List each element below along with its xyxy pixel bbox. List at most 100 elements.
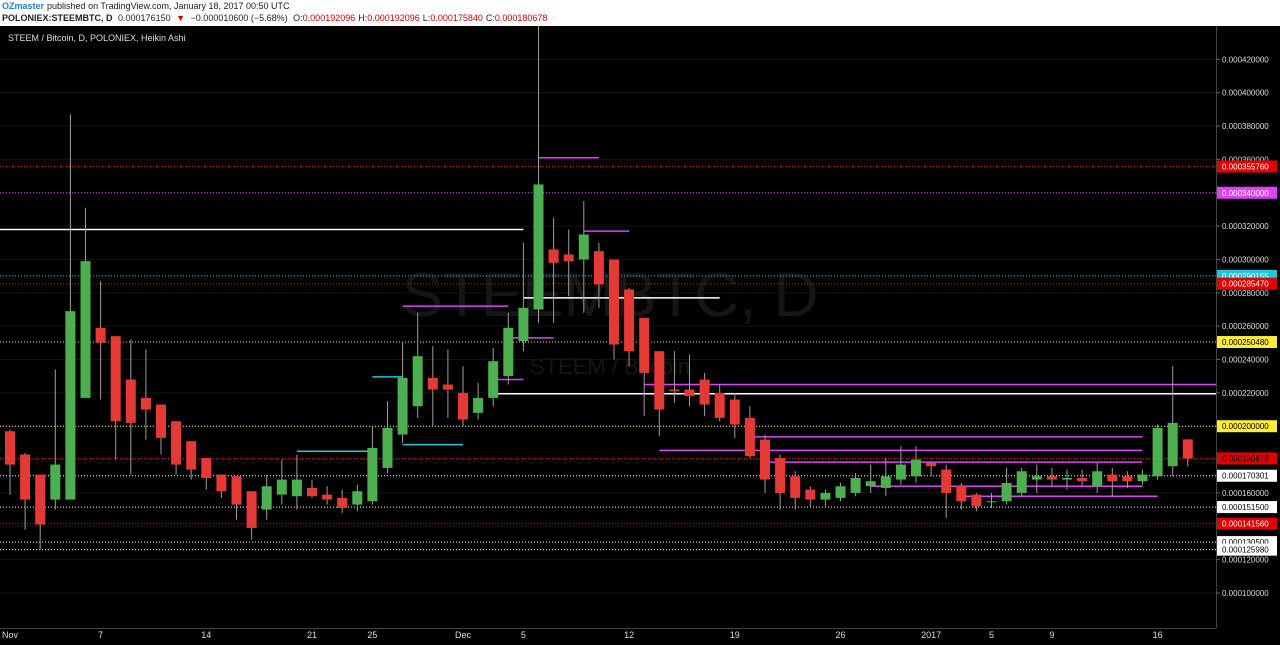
- candle-body: [956, 486, 967, 502]
- chart-title: STEEM / Bitcoin, D, POLONIEX, Heikin Ash…: [8, 33, 186, 43]
- y-tick-label: 0.000300000: [1222, 255, 1269, 264]
- candle-body: [744, 417, 755, 457]
- candle-body: [65, 311, 76, 500]
- level-label-box: [1217, 543, 1277, 556]
- candle-body: [1062, 477, 1072, 480]
- change: −0.000010600 (−5.68%): [190, 13, 288, 23]
- candle-body: [427, 377, 438, 390]
- candle-body: [624, 289, 635, 352]
- ohlc-value: 0.000175840: [430, 13, 483, 23]
- y-tick-label: 0.000260000: [1222, 322, 1269, 331]
- candle-body: [729, 399, 740, 425]
- candle-body: [503, 327, 514, 377]
- candle-body: [835, 486, 846, 498]
- candle-body: [216, 474, 227, 492]
- symbol: POLONIEX:STEEMBTC, D: [2, 13, 113, 23]
- candle-body: [1167, 422, 1178, 467]
- x-tick-label: 5: [989, 630, 994, 640]
- watermark: STEEM / Bitcoin: [530, 354, 690, 379]
- y-tick-label: 0.000220000: [1222, 389, 1269, 398]
- candle-body: [1122, 476, 1133, 482]
- level-label-box: [1217, 469, 1277, 482]
- candle-body: [110, 336, 121, 422]
- price: 0.000176150: [118, 13, 171, 23]
- ohlc-value: 0.000192096: [367, 13, 420, 23]
- symbol-line: POLONIEX:STEEMBTC, D 0.000176150 ▼ −0.00…: [2, 13, 553, 23]
- candle-body: [775, 457, 786, 493]
- candle-body: [518, 307, 529, 342]
- y-tick-label: 0.000400000: [1222, 89, 1269, 98]
- level-label-box: [1217, 336, 1277, 349]
- candle-body: [639, 317, 650, 373]
- publish-line: OZmaster published on TradingView.com, Ja…: [2, 1, 293, 11]
- candle-body: [1046, 476, 1057, 480]
- candle-body: [397, 377, 408, 435]
- x-tick-label: 14: [201, 630, 211, 640]
- x-tick-label: 9: [1049, 630, 1054, 640]
- y-tick-label: 0.000320000: [1222, 222, 1269, 231]
- candle-body: [125, 379, 136, 423]
- x-tick-label: 7: [98, 630, 103, 640]
- candle-body: [578, 234, 589, 260]
- y-tick-label: 0.000100000: [1222, 589, 1269, 598]
- x-tick-label: 2017: [921, 630, 941, 640]
- level-label: 0.000340000: [1222, 189, 1269, 198]
- ohlc-label: L:: [422, 13, 431, 23]
- x-tick-label: 12: [624, 630, 634, 640]
- level-label: 0.000285470: [1222, 280, 1269, 289]
- x-tick-label: Dec: [455, 630, 472, 640]
- candle-body: [548, 249, 559, 263]
- ohlc-label: H:: [358, 13, 368, 23]
- y-tick-label: 0.000280000: [1222, 289, 1269, 298]
- candle-body: [20, 454, 31, 500]
- level-label-box: [1217, 277, 1277, 290]
- level-label-box: [1217, 420, 1277, 433]
- x-tick-label: 25: [367, 630, 377, 640]
- x-tick-label: 16: [1153, 630, 1163, 640]
- chart: STEEMBTC, D STEEM / Bitcoin STEEM / Bitc…: [0, 26, 1280, 645]
- candle-body: [1137, 474, 1148, 482]
- ohlc-value: 0.000192096: [302, 13, 356, 23]
- y-tick-label: 0.000240000: [1222, 356, 1269, 365]
- candle-body: [50, 464, 61, 500]
- candle-body: [291, 479, 302, 497]
- ohlc-label: O:: [293, 13, 303, 23]
- level-label-box: [1217, 517, 1277, 530]
- candle-body: [80, 261, 91, 398]
- candle-body: [412, 356, 423, 407]
- candle-body: [714, 392, 725, 418]
- candle-body: [669, 389, 680, 392]
- candle-body: [488, 361, 499, 398]
- candle-body: [186, 441, 197, 470]
- author[interactable]: OZmaster: [2, 1, 45, 11]
- candle-body: [1107, 474, 1118, 482]
- y-tick-label: 0.000360000: [1222, 155, 1269, 164]
- candle-body: [790, 476, 801, 498]
- level-label: 0.000170301: [1222, 472, 1269, 481]
- candle-body: [140, 397, 151, 410]
- candle-body: [95, 327, 106, 343]
- x-tick-label: Nov: [2, 630, 19, 640]
- candle-body: [171, 421, 182, 465]
- candle-body: [926, 462, 937, 467]
- y-tick-label: 0.000120000: [1222, 556, 1269, 565]
- ohlc-value: 0.000180678: [494, 13, 548, 23]
- level-label: 0.000355760: [1222, 162, 1269, 171]
- candle-body: [367, 447, 378, 502]
- candle-body: [820, 492, 831, 500]
- candle-body: [563, 254, 574, 262]
- candle-body: [609, 259, 619, 345]
- candle-body: [1092, 471, 1103, 487]
- candle-body: [805, 489, 816, 500]
- candle-body: [1016, 471, 1027, 493]
- published: published on TradingView.com, January 18…: [47, 1, 290, 11]
- candle-body: [307, 487, 317, 497]
- candle-body: [276, 479, 287, 495]
- level-label-box: [1217, 186, 1277, 199]
- candle-body: [865, 481, 876, 487]
- candle-body: [971, 494, 982, 507]
- level-label: 0.000151500: [1222, 503, 1269, 512]
- candle-body: [593, 251, 604, 285]
- candle-body: [1001, 482, 1012, 502]
- candle-body: [337, 497, 348, 508]
